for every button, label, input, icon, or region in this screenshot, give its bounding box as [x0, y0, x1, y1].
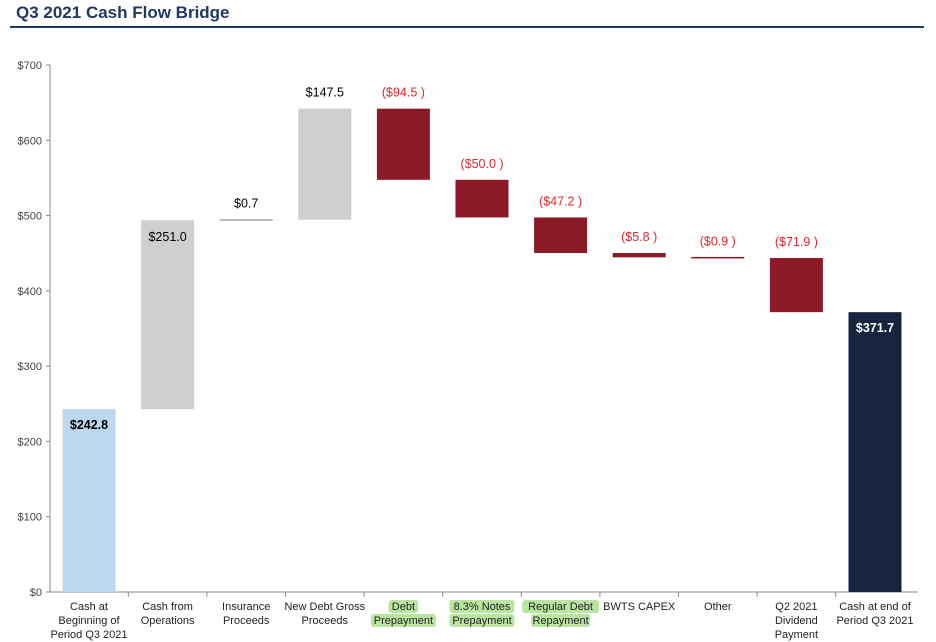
category-label: Regular Debt [528, 601, 593, 613]
y-tick-label: $0 [30, 587, 42, 599]
chart-title: Q3 2021 Cash Flow Bridge [16, 3, 230, 22]
y-tick-label: $700 [18, 60, 42, 72]
data-label: ($47.2 ) [539, 194, 582, 208]
data-label: ($5.8 ) [621, 230, 657, 244]
category-label: Cash from [142, 601, 193, 613]
waterfall-bar [848, 312, 902, 592]
y-tick-label: $600 [18, 135, 42, 147]
category-label: Operations [141, 615, 195, 627]
category-highlight [388, 600, 419, 613]
category-label: 8.3% Notes [454, 601, 511, 613]
y-tick-label: $500 [18, 211, 42, 223]
data-label: ($71.9 ) [775, 235, 818, 249]
category-label: Payment [775, 629, 818, 641]
category-label: Repayment [532, 615, 588, 627]
category-label: Other [704, 601, 732, 613]
waterfall-bar [534, 217, 588, 253]
waterfall-bar [769, 258, 823, 313]
category-highlight [449, 600, 515, 613]
waterfall-bar [691, 256, 745, 259]
category-label: Cash at end of [839, 601, 911, 613]
category-label: BWTS CAPEX [603, 601, 676, 613]
data-label: ($94.5 ) [382, 86, 425, 100]
category-highlight [522, 600, 599, 613]
data-label: $0.7 [234, 197, 258, 211]
category-label: Period Q3 2021 [50, 629, 127, 641]
category-label: Cash at [70, 601, 108, 613]
data-label: ($50.0 ) [460, 157, 503, 171]
category-label: Insurance [222, 601, 270, 613]
category-label: New Debt Gross [284, 601, 365, 613]
category-label: Q2 2021 [775, 601, 817, 613]
waterfall-bar [62, 409, 116, 592]
data-label: $251.0 [148, 230, 186, 244]
y-tick-label: $200 [18, 436, 42, 448]
category-label: Period Q3 2021 [836, 615, 913, 627]
y-tick-label: $100 [18, 512, 42, 524]
data-label: $242.8 [70, 418, 108, 432]
category-label: Proceeds [302, 615, 349, 627]
category-label: Beginning of [58, 615, 120, 627]
category-highlight [531, 614, 591, 627]
waterfall-bar [298, 108, 352, 220]
category-label: Debt [392, 601, 415, 613]
waterfall-bar [376, 108, 430, 180]
category-label: Prepayment [452, 615, 511, 627]
waterfall-bar [141, 220, 195, 410]
data-label: $371.7 [856, 321, 894, 335]
waterfall-bar [455, 179, 509, 218]
data-label: ($0.9 ) [700, 234, 736, 248]
category-label: Prepayment [374, 615, 433, 627]
category-label: Dividend [775, 615, 818, 627]
category-highlight [370, 614, 436, 627]
category-label: Proceeds [223, 615, 270, 627]
y-tick-label: $400 [18, 286, 42, 298]
data-label: $147.5 [306, 86, 344, 100]
waterfall-bar [219, 219, 273, 221]
title-underline [10, 26, 924, 28]
y-tick-label: $300 [18, 361, 42, 373]
category-highlight [449, 614, 515, 627]
waterfall-bar [612, 252, 666, 258]
